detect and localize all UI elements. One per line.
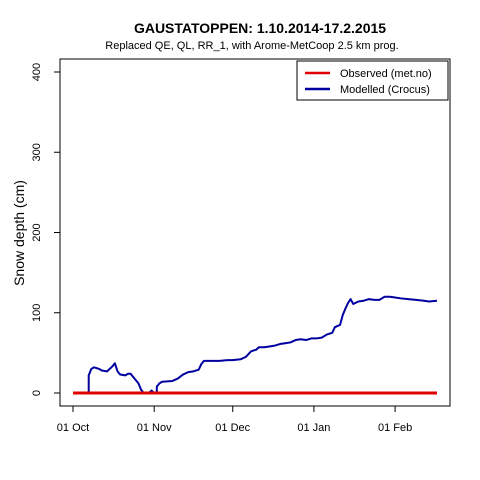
y-tick-label: 300 bbox=[31, 143, 43, 161]
series-layer bbox=[73, 295, 438, 395]
x-tick-label: 01 Jan bbox=[297, 422, 330, 434]
y-tick-label: 100 bbox=[31, 304, 43, 322]
y-axis-title: Snow depth (cm) bbox=[11, 180, 27, 286]
x-axis: 01 Oct 01 Nov 01 Dec 01 Jan 01 Feb bbox=[57, 406, 412, 434]
legend: Observed (met.no) Modelled (Crocus) bbox=[296, 60, 449, 101]
x-tick-label: 01 Nov bbox=[137, 422, 172, 434]
legend-label-observed: Observed (met.no) bbox=[340, 68, 432, 80]
x-tick-label: 01 Oct bbox=[57, 422, 89, 434]
x-tick-label: 01 Dec bbox=[215, 422, 250, 434]
chart-title: GAUSTATOPPEN: 1.10.2014-17.2.2015 bbox=[134, 20, 386, 36]
legend-label-modelled: Modelled (Crocus) bbox=[340, 84, 430, 96]
x-tick-label: 01 Feb bbox=[378, 422, 412, 434]
y-tick-label: 0 bbox=[31, 390, 43, 396]
y-tick-label: 200 bbox=[31, 223, 43, 241]
chart-subtitle: Replaced QE, QL, RR_1, with Arome-MetCoo… bbox=[105, 40, 398, 52]
y-tick-label: 400 bbox=[31, 63, 43, 81]
legend-box bbox=[296, 60, 449, 101]
y-axis: 0 100 200 300 400 bbox=[31, 63, 60, 396]
series-line-modelled bbox=[73, 295, 438, 394]
